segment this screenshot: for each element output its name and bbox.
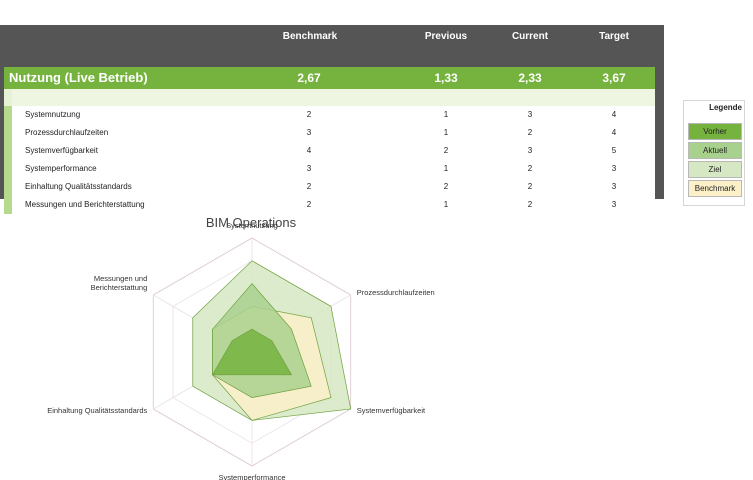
row-label: Prozessdurchlaufzeiten — [25, 128, 109, 137]
row-value: 3 — [611, 200, 617, 209]
legend-item-benchmark: Benchmark — [688, 180, 742, 197]
radar-axis-label: Einhaltung Qualitätsstandards — [47, 406, 147, 415]
row-value: 2 — [527, 182, 533, 191]
row-label: Systemperformance — [25, 164, 97, 173]
legend-item-aktuell: Aktuell — [688, 142, 742, 159]
section-value-current: 2,33 — [518, 71, 542, 85]
row-label: Messungen und Berichterstattung — [25, 200, 145, 209]
row-label: Einhaltung Qualitätsstandards — [25, 182, 132, 191]
row-value: 2 — [306, 200, 312, 209]
radar-axis-label-line: Einhaltung Qualitätsstandards — [47, 406, 147, 415]
table-row: Prozessdurchlaufzeiten 3 1 2 4 — [4, 124, 655, 142]
section-spacer — [4, 89, 655, 106]
row-value: 2 — [306, 110, 312, 119]
row-value: 2 — [527, 200, 533, 209]
legend-title: Legende — [709, 103, 742, 112]
row-label: Systemverfügbarkeit — [25, 146, 98, 155]
radar-axis-label-line: Messungen und — [94, 274, 147, 283]
row-value: 3 — [306, 164, 312, 173]
radar-chart: BIM Operations Systemnutzung Prozessdurch… — [47, 215, 435, 480]
scorecard-panel: Benchmark Previous Current Target Nutzun… — [0, 25, 664, 214]
row-value: 2 — [443, 182, 449, 191]
row-value: 2 — [306, 182, 312, 191]
row-value: 1 — [443, 164, 449, 173]
section-value-previous: 1,33 — [434, 71, 458, 85]
header-benchmark: Benchmark — [282, 31, 338, 42]
radar-axis-label-line: Berichterstattung — [91, 283, 148, 292]
row-value: 3 — [611, 164, 617, 173]
table-accent-bar — [4, 106, 12, 214]
row-value: 4 — [611, 110, 617, 119]
radar-axis-label-line: Systemverfügbarkeit — [357, 406, 426, 415]
row-value: 4 — [611, 128, 617, 137]
metrics-table: Systemnutzung 2 1 3 4 Prozessdurchlaufzeiten 3… — [4, 106, 655, 214]
row-value: 3 — [611, 182, 617, 191]
row-value: 5 — [611, 146, 617, 155]
table-row: Messungen und Berichterstattung 2 1 2 3 — [4, 196, 655, 214]
section-value-benchmark: 2,67 — [297, 71, 321, 85]
section-band: Nutzung (Live Betrieb) 2,67 1,33 2,33 3,… — [4, 67, 655, 89]
row-value: 1 — [443, 200, 449, 209]
row-value: 2 — [443, 146, 449, 155]
legend-item-vorher: Vorher — [688, 123, 742, 140]
legend: Legende Vorher Aktuell Ziel Benchmark — [683, 100, 745, 206]
radar-axis-label-line: Prozessdurchlaufzeiten — [357, 288, 435, 297]
row-value: 2 — [527, 128, 533, 137]
radar-series-vorher — [211, 328, 293, 376]
chart-title: BIM Operations — [206, 215, 297, 230]
radar-axis-label: Systemperformance — [218, 473, 285, 480]
radar-axis-label: Prozessdurchlaufzeiten — [357, 288, 435, 297]
radar-plot: Systemnutzung Prozessdurchlaufzeiten Syste… — [47, 221, 435, 480]
section-value-target: 3,67 — [602, 71, 626, 85]
table-row: Systemnutzung 2 1 3 4 — [4, 106, 655, 124]
row-value: 3 — [306, 128, 312, 137]
table-row: Systemverfügbarkeit 4 2 3 5 — [4, 142, 655, 160]
table-row: Einhaltung Qualitätsstandards 2 2 2 3 — [4, 178, 655, 196]
legend-item-ziel: Ziel — [688, 161, 742, 178]
table-row: Systemperformance 3 1 2 3 — [4, 160, 655, 178]
radar-axis-label: Systemverfügbarkeit — [357, 406, 426, 415]
row-label: Systemnutzung — [25, 110, 81, 119]
radar-axis-label: Systemnutzung — [226, 221, 278, 230]
header-target: Target — [599, 31, 629, 42]
radar-axis-label: Messungen und Berichterstattung — [91, 274, 148, 292]
row-value: 1 — [443, 128, 449, 137]
header-previous: Previous — [424, 31, 468, 42]
row-value: 3 — [527, 110, 533, 119]
row-value: 1 — [443, 110, 449, 119]
section-title: Nutzung (Live Betrieb) — [9, 70, 148, 85]
row-value: 3 — [527, 146, 533, 155]
row-value: 2 — [527, 164, 533, 173]
radar-axis-label-line: Systemperformance — [218, 473, 285, 480]
header-current: Current — [511, 31, 549, 42]
row-value: 4 — [306, 146, 312, 155]
radar-axis-label-line: Systemnutzung — [226, 221, 278, 230]
